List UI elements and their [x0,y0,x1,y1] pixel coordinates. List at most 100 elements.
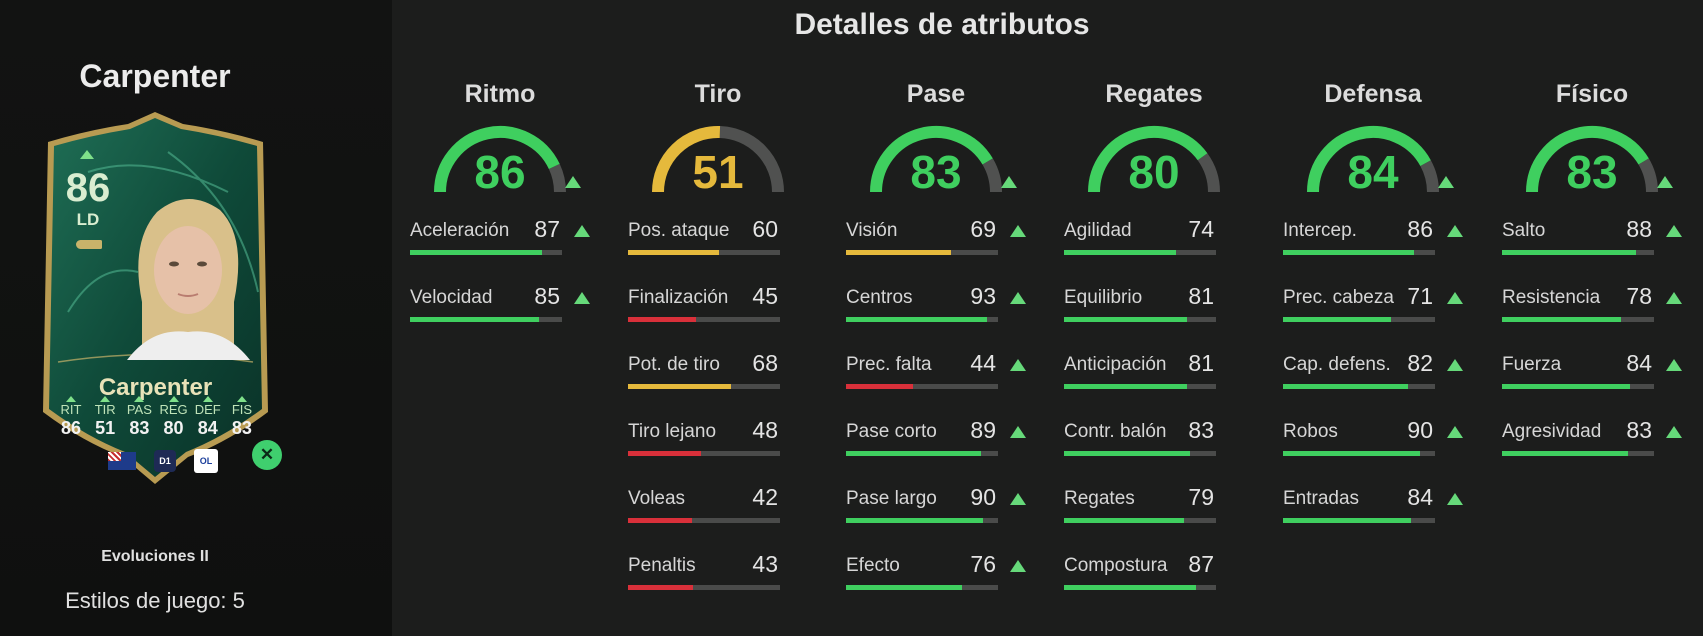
attribute-name: Pase largo [846,488,937,509]
card-stat-label: RIT [60,402,82,417]
gauge-track [1197,153,1220,193]
attribute-vision[interactable]: Visión 69 [846,216,1046,287]
attribute-agilidad[interactable]: Agilidad 74 [1064,216,1264,287]
upgrade-arrow-icon [1447,225,1463,237]
attribute-value: 85 [534,283,560,309]
category-regates: Regates 80 Agilidad 74 Equilibrio 81 Anticipac… [1064,72,1244,632]
olympique-lyonnais-icon: OL [194,449,218,473]
attribute-voleas[interactable]: Voleas 42 [628,484,828,555]
attribute-resistencia[interactable]: Resistencia 78 [1502,283,1702,354]
category-gauge [870,126,1002,193]
attribute-bar-fill [1502,451,1629,456]
attribute-name: Tiro lejano [628,421,717,442]
attribute-name: Anticipación [1064,354,1167,375]
attribute-name: Agilidad [1064,220,1132,241]
attribute-name: Finalización [628,287,729,308]
rating-upgrade-icon [80,150,94,159]
card-stat-label: DEF [194,402,221,417]
attribute-bar-fill [1502,250,1636,255]
attribute-aceleracion[interactable]: Aceleración 87 [410,216,610,287]
attribute-penaltis[interactable]: Penaltis 43 [628,551,828,622]
attribute-bar [846,384,998,389]
attribute-bar-fill [846,317,988,322]
attribute-value: 90 [970,484,996,510]
attribute-bar-fill [1502,317,1621,322]
attribute-value: 81 [1188,283,1214,309]
attribute-bar [1283,317,1435,322]
card-stat-label: FIS [231,402,253,417]
attribute-bar [1502,384,1654,389]
attribute-name: Centros [846,287,913,308]
category-rating: 84 [1347,146,1399,198]
attribute-value: 90 [1407,417,1433,443]
attribute-value: 79 [1188,484,1214,510]
category-ritmo: Ritmo 86 Aceleración 87 Velocidad 85 [410,72,590,632]
attribute-bar-fill [628,451,701,456]
category-title: Pase [906,80,966,108]
upgrade-arrow-icon [1447,493,1463,505]
attribute-value: 44 [970,350,996,376]
attribute-bar-fill [628,384,732,389]
attribute-fuerza[interactable]: Fuerza 84 [1502,350,1702,421]
card-rating: 86 [65,166,111,210]
attribute-anticipacion[interactable]: Anticipación 81 [1064,350,1264,421]
attribute-agresividad[interactable]: Agresividad 83 [1502,417,1702,488]
attribute-regates[interactable]: Regates 79 [1064,484,1264,555]
card-stat-fis: FIS 83 [225,396,259,439]
player-card[interactable]: 86 LD Carpenter RIT 86 TIR 51 PAS 83 REG 80 DEF 8… [28,112,283,486]
attribute-salto[interactable]: Salto 88 [1502,216,1702,287]
attribute-equilibrio[interactable]: Equilibrio 81 [1064,283,1264,354]
attribute-bar [846,317,998,322]
attribute-list: Intercep. 86 Prec. cabeza 71 Cap. defens. 82 R… [1283,216,1483,555]
attribute-finalizacion[interactable]: Finalización 45 [628,283,828,354]
upgrade-arrow-icon [574,225,590,237]
attribute-intercep[interactable]: Intercep. 86 [1283,216,1483,287]
evolution-icon[interactable]: ✕ [252,440,282,470]
attribute-contr-balon[interactable]: Contr. balón 83 [1064,417,1264,488]
attribute-centros[interactable]: Centros 93 [846,283,1046,354]
upgrade-arrow-icon [1666,225,1682,237]
attribute-name: Agresividad [1502,421,1602,442]
attribute-tiro-lejano[interactable]: Tiro lejano 48 [628,417,828,488]
attribute-name: Fuerza [1502,354,1562,375]
card-stat-label: REG [159,402,188,417]
attribute-value: 88 [1626,216,1652,242]
attribute-value: 43 [752,551,778,577]
attribute-pase-corto[interactable]: Pase corto 89 [846,417,1046,488]
attribute-cap-defens[interactable]: Cap. defens. 82 [1283,350,1483,421]
attribute-bar [846,585,998,590]
category-gauge [434,126,566,193]
attribute-bar [1064,451,1216,456]
stat-upgrade-icon [202,396,213,402]
attribute-name: Visión [846,220,898,241]
stat-upgrade-icon [100,396,111,402]
attribute-bar [410,317,562,322]
attribute-pot-de-tiro[interactable]: Pot. de tiro 68 [628,350,828,421]
attribute-velocidad[interactable]: Velocidad 85 [410,283,610,354]
attribute-prec-cabeza[interactable]: Prec. cabeza 71 [1283,283,1483,354]
attribute-compostura[interactable]: Compostura 87 [1064,551,1264,622]
upgrade-arrow-icon [1010,426,1026,438]
attribute-pase-largo[interactable]: Pase largo 90 [846,484,1046,555]
attribute-entradas[interactable]: Entradas 84 [1283,484,1483,555]
attribute-bar-fill [846,250,951,255]
card-position: LD [76,210,100,229]
attribute-bar [628,317,780,322]
attribute-value: 81 [1188,350,1214,376]
attribute-value: 68 [752,350,778,376]
upgrade-arrow-icon [1666,426,1682,438]
card-player-name: Carpenter [98,374,213,401]
attribute-robos[interactable]: Robos 90 [1283,417,1483,488]
attribute-value: 42 [752,484,778,510]
attribute-bar-fill [628,317,697,322]
attribute-efecto[interactable]: Efecto 76 [846,551,1046,622]
card-stat-label: PAS [126,402,152,417]
attribute-list: Salto 88 Resistencia 78 Fuerza 84 Agresividad 8… [1502,216,1702,488]
attribute-prec-falta[interactable]: Prec. falta 44 [846,350,1046,421]
attribute-value: 87 [1188,551,1214,577]
attribute-bar-fill [1064,250,1177,255]
attributes-panel [392,0,1703,636]
attribute-pos-ataque[interactable]: Pos. ataque 60 [628,216,828,287]
attribute-bar-fill [1283,451,1420,456]
gauge-fill [870,126,993,193]
